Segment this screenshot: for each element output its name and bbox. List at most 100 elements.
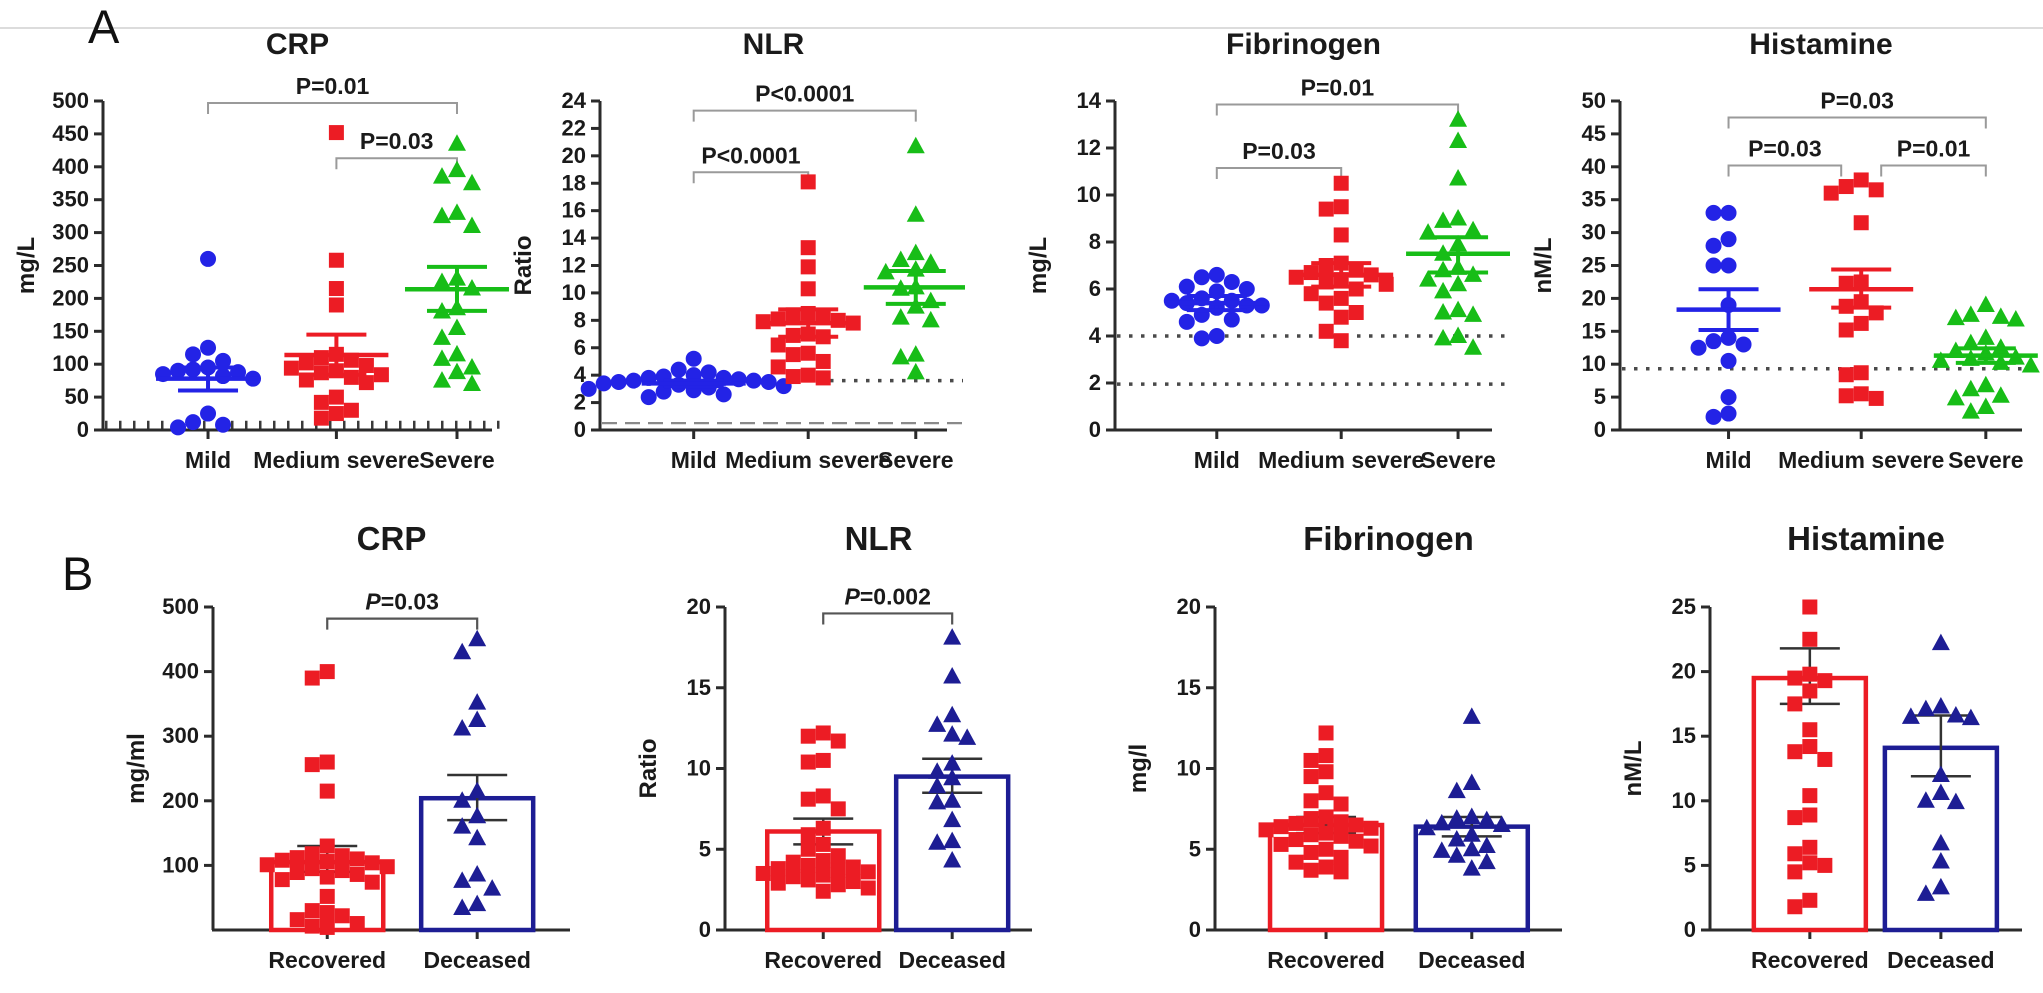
chart-svg-b_his: Histamine nM/L 0 5 10 15 20 25 Recovered Deceased bbox=[1620, 520, 2022, 973]
svg-text:15: 15 bbox=[1582, 318, 1606, 343]
svg-text:5: 5 bbox=[699, 836, 711, 861]
svg-text:14: 14 bbox=[562, 225, 587, 250]
panel-b-label: B bbox=[62, 547, 94, 600]
svg-text:200: 200 bbox=[162, 788, 199, 813]
svg-text:P=0.01: P=0.01 bbox=[1301, 75, 1375, 101]
svg-text:12: 12 bbox=[562, 253, 586, 278]
svg-text:2: 2 bbox=[574, 390, 586, 415]
svg-text:CRP: CRP bbox=[266, 28, 329, 61]
svg-text:25: 25 bbox=[1672, 594, 1696, 619]
svg-text:10: 10 bbox=[1582, 351, 1606, 376]
svg-text:Mild: Mild bbox=[671, 447, 717, 473]
svg-text:Ratio: Ratio bbox=[510, 236, 537, 296]
svg-text:20: 20 bbox=[1177, 594, 1201, 619]
svg-text:Medium severe: Medium severe bbox=[725, 447, 891, 473]
svg-text:Fibrinogen: Fibrinogen bbox=[1226, 28, 1381, 61]
svg-text:450: 450 bbox=[52, 121, 89, 146]
svg-text:4: 4 bbox=[574, 362, 587, 387]
svg-text:P=0.002: P=0.002 bbox=[845, 583, 931, 609]
svg-text:Severe: Severe bbox=[1420, 447, 1495, 473]
svg-text:Mild: Mild bbox=[1706, 447, 1752, 473]
chart-svg-b_nlr: NLR Ratio 0 5 10 15 20 Recovered Deceased P=0.002 bbox=[635, 520, 1032, 973]
svg-text:mg/ml: mg/ml bbox=[123, 733, 150, 804]
svg-text:Recovered: Recovered bbox=[764, 947, 882, 973]
svg-text:Medium severe: Medium severe bbox=[1258, 447, 1424, 473]
svg-text:300: 300 bbox=[52, 220, 89, 245]
svg-text:0: 0 bbox=[1594, 417, 1606, 442]
svg-text:P<0.0001: P<0.0001 bbox=[755, 81, 854, 107]
svg-text:0: 0 bbox=[1684, 917, 1696, 942]
svg-text:mg/L: mg/L bbox=[1025, 237, 1052, 294]
svg-text:12: 12 bbox=[1077, 135, 1101, 160]
svg-text:6: 6 bbox=[1089, 276, 1101, 301]
svg-text:400: 400 bbox=[52, 154, 89, 179]
svg-text:CRP: CRP bbox=[357, 520, 427, 557]
svg-text:500: 500 bbox=[52, 88, 89, 113]
svg-text:P=0.03: P=0.03 bbox=[360, 128, 434, 154]
svg-text:Recovered: Recovered bbox=[1267, 947, 1385, 973]
svg-text:Histamine: Histamine bbox=[1787, 520, 1945, 557]
svg-text:Severe: Severe bbox=[419, 447, 494, 473]
svg-text:40: 40 bbox=[1582, 154, 1606, 179]
svg-text:5: 5 bbox=[1594, 384, 1606, 409]
svg-text:Deceased: Deceased bbox=[1418, 947, 1525, 973]
panel-a-label: A bbox=[88, 0, 120, 53]
svg-text:NLR: NLR bbox=[743, 28, 805, 61]
svg-text:20: 20 bbox=[1672, 659, 1696, 684]
svg-text:24: 24 bbox=[562, 88, 587, 113]
svg-text:nM/L: nM/L bbox=[1530, 238, 1557, 294]
svg-text:P=0.03: P=0.03 bbox=[365, 589, 439, 615]
svg-text:14: 14 bbox=[1077, 88, 1102, 113]
svg-text:P=0.01: P=0.01 bbox=[296, 73, 370, 99]
svg-text:2: 2 bbox=[1089, 370, 1101, 395]
svg-text:18: 18 bbox=[562, 170, 586, 195]
chart-fibrinogen-severity: Fibrinogen mg/L 0 2 4 6 8 10 12 14 Mild Medium seve… bbox=[1020, 6, 1510, 492]
svg-text:8: 8 bbox=[1089, 229, 1101, 254]
chart-crp-outcome: CRP mg/ml 100 200 300 400 500 Recovered Deceased… bbox=[118, 492, 588, 992]
svg-text:0: 0 bbox=[77, 417, 89, 442]
svg-text:10: 10 bbox=[1077, 182, 1101, 207]
svg-text:Deceased: Deceased bbox=[1887, 947, 1994, 973]
svg-text:250: 250 bbox=[52, 253, 89, 278]
svg-text:300: 300 bbox=[162, 723, 199, 748]
svg-text:15: 15 bbox=[1672, 723, 1696, 748]
page-divider-line bbox=[0, 27, 2043, 29]
svg-text:P=0.01: P=0.01 bbox=[1897, 135, 1971, 161]
svg-text:Histamine: Histamine bbox=[1749, 28, 1892, 61]
svg-text:Recovered: Recovered bbox=[1751, 947, 1869, 973]
svg-text:100: 100 bbox=[52, 351, 89, 376]
svg-text:P=0.03: P=0.03 bbox=[1820, 87, 1894, 113]
chart-histamine-outcome: Histamine nM/L 0 5 10 15 20 25 Recovered Deceased bbox=[1615, 492, 2040, 992]
chart-nlr-outcome: NLR Ratio 0 5 10 15 20 Recovered Deceased P=0.002 bbox=[630, 492, 1050, 992]
chart-nlr-severity: NLR Ratio 0 2 4 6 8 10 12 14 16 18 20 22 24 Mild Medium … bbox=[505, 6, 965, 492]
svg-text:20: 20 bbox=[562, 143, 586, 168]
svg-text:5: 5 bbox=[1189, 836, 1201, 861]
svg-text:20: 20 bbox=[687, 594, 711, 619]
svg-text:10: 10 bbox=[1177, 756, 1201, 781]
svg-text:150: 150 bbox=[52, 318, 89, 343]
svg-text:Deceased: Deceased bbox=[898, 947, 1005, 973]
svg-text:Severe: Severe bbox=[878, 447, 953, 473]
svg-text:6: 6 bbox=[574, 335, 586, 360]
svg-text:Deceased: Deceased bbox=[423, 947, 530, 973]
svg-text:Medium severe: Medium severe bbox=[253, 447, 419, 473]
svg-text:P=0.03: P=0.03 bbox=[1242, 138, 1316, 164]
svg-text:0: 0 bbox=[1089, 417, 1101, 442]
svg-text:0: 0 bbox=[1189, 917, 1201, 942]
svg-text:50: 50 bbox=[1582, 88, 1606, 113]
svg-text:400: 400 bbox=[162, 659, 199, 684]
svg-text:Ratio: Ratio bbox=[635, 739, 662, 799]
svg-text:45: 45 bbox=[1582, 121, 1606, 146]
svg-text:Medium severe: Medium severe bbox=[1778, 447, 1944, 473]
svg-text:16: 16 bbox=[562, 198, 586, 223]
chart-histamine-severity: Histamine nM/L 0 5 10 15 20 25 30 35 40 45 50 Mild Med… bbox=[1525, 6, 2040, 492]
svg-text:350: 350 bbox=[52, 187, 89, 212]
svg-text:Fibrinogen: Fibrinogen bbox=[1303, 520, 1473, 557]
svg-text:Severe: Severe bbox=[1948, 447, 2023, 473]
svg-text:10: 10 bbox=[1672, 788, 1696, 813]
svg-text:22: 22 bbox=[562, 115, 586, 140]
svg-text:mg/l: mg/l bbox=[1125, 744, 1152, 793]
svg-text:8: 8 bbox=[574, 307, 586, 332]
svg-text:5: 5 bbox=[1684, 852, 1696, 877]
svg-text:25: 25 bbox=[1582, 253, 1606, 278]
